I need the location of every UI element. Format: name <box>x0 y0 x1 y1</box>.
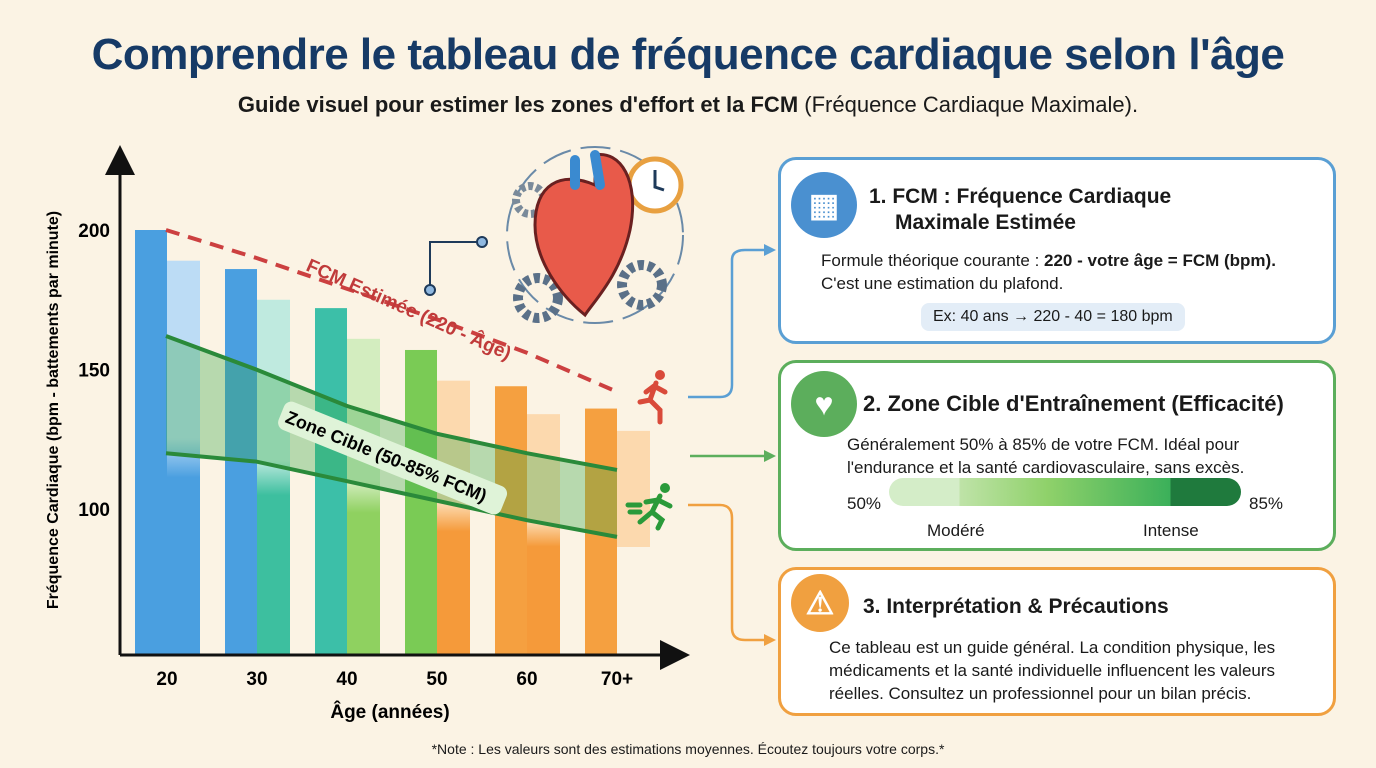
y-tick-label: 200 <box>78 221 110 242</box>
subtitle-bold: Guide visuel pour estimer les zones d'ef… <box>237 92 799 117</box>
calculator-icon: ▦ <box>791 172 857 238</box>
target-zone-upper-line <box>165 334 618 472</box>
connector-fcm <box>688 248 772 399</box>
heart-rate-chart: 100 150 200 20 30 40 50 60 70+ Âge (années) Fréq… <box>45 145 776 723</box>
card-precautions-title: 3. Interprétation & Précautions <box>863 595 1169 618</box>
y-tick-label: 100 <box>78 500 110 521</box>
fcm-dashed-line <box>165 228 618 394</box>
card-fcm-title: 1. FCM : Fréquence Cardiaque Maximale Est… <box>869 185 1172 234</box>
card-precautions: ⚠ 3. Interprétation & Précautions Ce tab… <box>778 567 1336 716</box>
x-tick-label: 20 <box>156 669 177 690</box>
bar-fcm-20 <box>135 230 167 655</box>
y-axis-label: Fréquence Cardiaque (bpm - battements pa… <box>45 211 62 609</box>
scale-min: 50% <box>847 494 882 513</box>
bar-secondary-60 <box>527 414 560 655</box>
intensity-gradient-bar <box>889 478 1241 506</box>
label-intense: Intense <box>1143 521 1199 540</box>
x-tick-label: 50 <box>426 669 447 690</box>
example-badge: Ex: 40 ans → 220 - 40 = 180 bpm <box>921 303 1185 331</box>
warning-icon: ⚠ <box>791 574 849 632</box>
bar-secondary-70+ <box>617 430 650 547</box>
running-person-red-icon <box>637 370 668 425</box>
card-fcm-text: Formule théorique courante : 220 - votre… <box>821 251 1276 293</box>
bar-secondary-40 <box>347 338 380 655</box>
scale-max: 85% <box>1249 494 1284 513</box>
heart-illustration-icon <box>424 146 684 324</box>
bar-secondary-30 <box>257 299 290 655</box>
y-tick-label: 150 <box>78 361 110 382</box>
x-tick-label: 70+ <box>601 669 633 690</box>
connector-precautions <box>688 503 772 642</box>
x-tick-label: 60 <box>516 669 537 690</box>
subtitle-rest: (Fréquence Cardiaque Maximale). <box>798 92 1139 117</box>
subtitle: Guide visuel pour estimer les zones d'ef… <box>0 92 1376 118</box>
x-axis-label: Âge (années) <box>330 701 449 723</box>
heart-arrow-icon: ♥ <box>791 371 857 437</box>
x-tick-label: 40 <box>336 669 357 690</box>
card-fcm: ▦ 1. FCM : Fréquence Cardiaque Maximale E… <box>778 157 1336 344</box>
card-target-zone: ♥ 2. Zone Cible d'Entraînement (Efficaci… <box>778 360 1336 551</box>
page-title: Comprendre le tableau de fréquence cardi… <box>91 30 1285 79</box>
x-tick-label: 30 <box>246 669 267 690</box>
target-zone-band <box>166 336 617 537</box>
running-person-green-icon <box>625 483 673 531</box>
card-zone-title: 2. Zone Cible d'Entraînement (Efficacité… <box>863 391 1284 416</box>
card-zone-text: Généralement 50% à 85% de votre FCM. Idé… <box>847 435 1245 477</box>
card-precautions-text: Ce tableau est un guide général. La cond… <box>829 638 1276 703</box>
footnote: *Note : Les valeurs sont des estimations… <box>431 741 945 757</box>
target-zone-lower-line <box>165 451 618 539</box>
bar-secondary-50 <box>437 380 470 655</box>
label-moderate: Modéré <box>927 521 985 540</box>
bar-fcm-50 <box>405 349 437 655</box>
